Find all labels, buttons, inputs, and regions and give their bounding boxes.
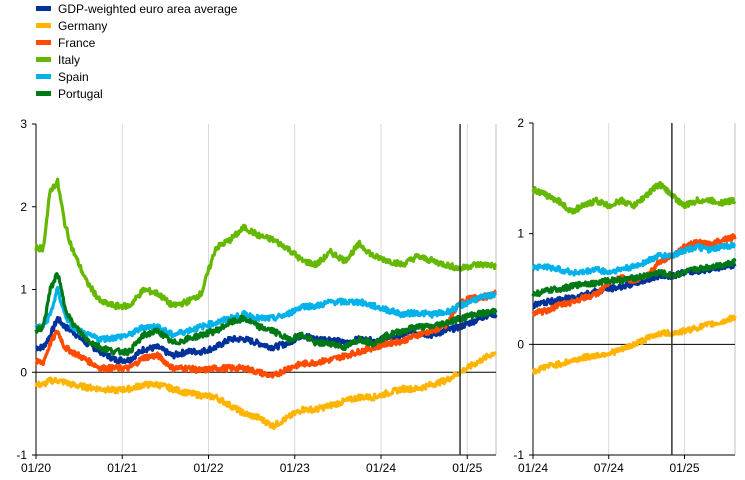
x-tick-label: 01/24 [366,461,396,475]
y-tick-label: 3 [20,117,27,131]
x-tick-label: 01/23 [280,461,310,475]
y-tick-label: 0 [20,365,27,379]
legend-label: Portugal [58,86,103,101]
legend-label: France [58,35,96,50]
x-tick-label: 01/21 [107,461,137,475]
y-tick-label: 2 [20,200,27,214]
legend-swatch [36,74,51,79]
series-line [531,258,737,298]
series-line [532,241,736,277]
legend-label: Italy [58,52,81,67]
series-line [34,289,497,379]
y-tick-label: -1 [16,448,27,462]
legend-swatch [36,6,51,11]
series-line [34,177,497,311]
y-tick-label: 1 [20,283,27,297]
y-tick-label: 1 [517,227,524,241]
legend-swatch [36,23,51,28]
series-line [531,181,737,215]
y-tick-label: 0 [517,337,524,351]
y-tick-label: 2 [517,116,524,130]
legend-label: GDP-weighted euro area average [58,1,238,16]
series-line [532,314,737,375]
x-tick-label: 01/25 [452,461,482,475]
legend-swatch [36,40,51,45]
panel-zoom: -1 0 1 2 01/24 07/24 01/25 [513,116,737,475]
legend-item-euro-area-average: GDP-weighted euro area average [36,0,237,17]
x-tick-label: 01/25 [669,461,699,475]
x-tick-label: 01/22 [193,461,223,475]
legend-swatch [36,57,51,62]
legend-item-spain: Spain [36,68,237,85]
legend-item-france: France [36,34,237,51]
legend: GDP-weighted euro area average Germany F… [36,0,237,102]
legend-label: Spain [58,69,89,84]
legend-label: Germany [58,18,108,33]
panel-main: -1 0 1 2 3 01/20 01/21 01/22 01/23 01/24 01/25 [16,117,498,475]
series-line [34,285,498,344]
series-line [34,351,498,430]
y-tick-label: -1 [513,448,524,462]
legend-item-germany: Germany [36,17,237,34]
legend-item-portugal: Portugal [36,85,237,102]
series-line [34,272,498,356]
legend-item-italy: Italy [36,51,237,68]
x-tick-label: 01/24 [518,461,548,475]
legend-swatch [36,91,51,96]
x-tick-label: 07/24 [594,461,624,475]
x-tick-label: 01/20 [21,461,51,475]
